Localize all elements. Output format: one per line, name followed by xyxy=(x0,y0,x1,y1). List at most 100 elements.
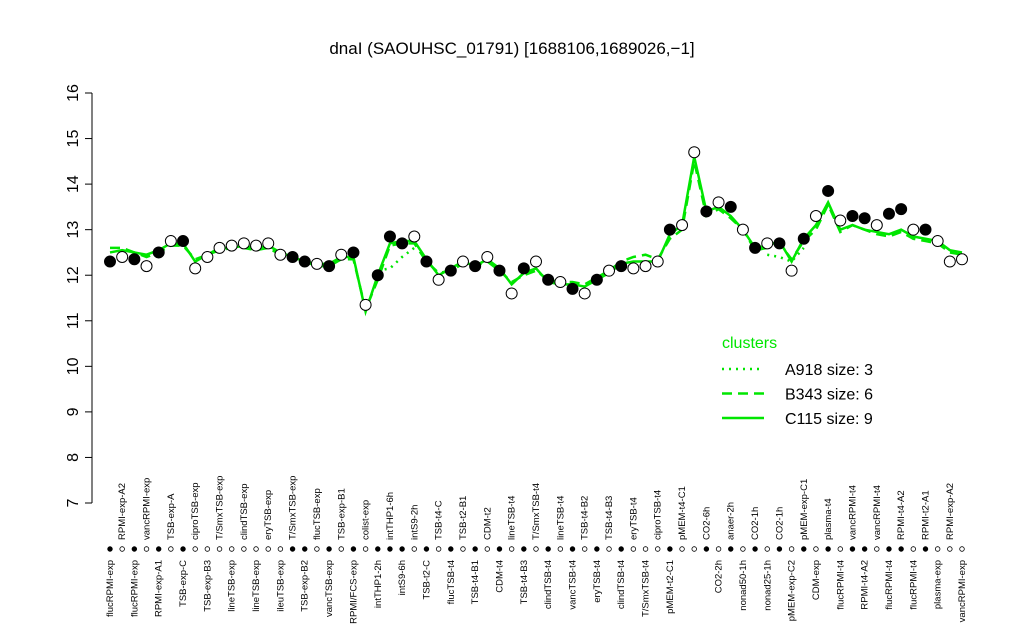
x-tick-label: vancRPMI-exp xyxy=(142,478,153,540)
rug-dot xyxy=(387,546,393,552)
x-tick-label: T/SmxTSB-t4 xyxy=(641,560,652,617)
rug-dot xyxy=(801,546,807,552)
x-tick-label: nonad50-1h xyxy=(738,560,749,611)
rug-dot xyxy=(874,546,880,552)
rug-dot xyxy=(204,546,211,552)
x-tick-label: ciproTSB-t4 xyxy=(653,490,664,540)
y-tick-label: 7 xyxy=(65,498,82,507)
x-tick-label: nonad25-1h xyxy=(762,560,773,611)
rug-dot xyxy=(825,546,831,552)
rug-dot xyxy=(508,546,515,552)
x-tick-label: flucRPMI-exp xyxy=(105,560,116,617)
data-point xyxy=(286,251,299,263)
cluster-line xyxy=(109,156,963,317)
x-tick-label: ileuTSB-exp xyxy=(275,560,286,612)
rug-dot xyxy=(557,546,564,552)
x-tick-label: TSB-t2-B1 xyxy=(458,496,469,540)
x-tick-label: vancTSB-exp xyxy=(324,560,335,617)
data-point xyxy=(359,298,372,311)
rug-dot xyxy=(533,546,539,552)
data-point xyxy=(578,287,591,300)
data-point xyxy=(663,223,676,236)
rug-dot xyxy=(460,546,466,552)
legend-title: clusters xyxy=(722,335,777,352)
y-tick-label: 12 xyxy=(65,266,82,284)
rug-dot xyxy=(594,546,600,552)
rug-dot xyxy=(618,546,624,552)
data-point xyxy=(846,210,859,222)
x-tick-label: clindTSB-t4 xyxy=(543,560,554,609)
x-tick-label: plasma-t4 xyxy=(823,498,834,540)
data-point xyxy=(956,253,968,266)
x-tick-label: eryTSB-exp xyxy=(263,490,274,540)
rug-dot xyxy=(581,546,588,552)
rug-dot xyxy=(411,546,417,552)
y-tick-label: 10 xyxy=(65,357,82,375)
x-tick-label: T/SmxTSB-exp xyxy=(288,476,299,540)
x-tick-label: flucRPMI-t4 xyxy=(884,560,895,610)
rug-dot xyxy=(143,546,150,552)
x-tick-label: intTHP1-2h xyxy=(373,560,384,608)
rug-dot xyxy=(910,546,917,552)
data-point xyxy=(225,239,238,252)
x-tick-label: pMEM-t2-C1 xyxy=(665,560,676,614)
data-point xyxy=(371,269,384,282)
x-tick-label: lineTSB-t4 xyxy=(555,496,566,540)
rug-dot xyxy=(302,546,308,552)
x-tick-label: T/SmxTSB-t4 xyxy=(531,483,542,540)
y-tick-label: 9 xyxy=(65,407,82,416)
rug-dot xyxy=(606,546,612,552)
data-point xyxy=(323,260,336,273)
x-tick-label: RPMI-t2-A1 xyxy=(920,490,931,540)
rug-dot xyxy=(837,546,843,552)
x-tick-label: vancTSB-t4 xyxy=(568,560,579,610)
rug-dot xyxy=(155,546,162,552)
data-point xyxy=(298,255,311,268)
rug-dot xyxy=(521,546,527,552)
rug-dot xyxy=(861,546,868,552)
x-tick-label: CDM-t2 xyxy=(482,507,493,540)
x-tick-label: TSB-t4-B1 xyxy=(470,560,481,604)
data-point xyxy=(420,255,433,268)
rug-dot xyxy=(728,546,734,552)
rug-dot xyxy=(715,546,722,552)
data-point xyxy=(456,255,469,268)
x-tick-label: flucRPMI-t4 xyxy=(835,560,846,610)
data-point xyxy=(736,223,749,236)
data-point xyxy=(700,205,713,218)
rug-dot xyxy=(545,546,551,552)
rug-dot xyxy=(107,546,113,552)
data-point xyxy=(347,246,360,259)
rug-dot xyxy=(655,546,661,552)
x-tick-label: anaer-2h xyxy=(726,502,737,540)
data-point xyxy=(274,248,287,261)
x-tick-label: lineTSB-exp xyxy=(251,560,262,612)
data-point xyxy=(590,273,603,286)
rug-dot xyxy=(764,546,770,552)
rug-dot xyxy=(740,546,746,552)
x-tick-label: T/SmxTSB-exp xyxy=(215,476,226,540)
x-tick-label: TSB-t4-B3 xyxy=(519,560,530,604)
data-point xyxy=(676,219,689,232)
data-point xyxy=(432,273,445,286)
x-tick-label: RPMI-exp-A1 xyxy=(154,560,165,617)
legend-label: B343 size: 6 xyxy=(785,387,873,404)
data-point xyxy=(116,251,129,263)
data-point xyxy=(627,262,640,275)
data-point xyxy=(639,260,652,273)
x-tick-label: ciproTSB-exp xyxy=(190,482,201,540)
rug-dot xyxy=(265,546,271,552)
rug-dot xyxy=(849,546,856,552)
data-point xyxy=(651,255,664,268)
data-point xyxy=(383,230,396,243)
data-point xyxy=(615,260,628,273)
rug-dot xyxy=(569,546,576,552)
cluster-line xyxy=(110,161,963,314)
data-point xyxy=(907,223,920,236)
x-tick-label: lineTSB-exp xyxy=(227,560,238,612)
data-point xyxy=(335,248,348,261)
data-point xyxy=(603,264,616,277)
rug-dot xyxy=(362,546,369,552)
x-tick-label: RPMI-t4-A2 xyxy=(860,560,871,610)
data-point xyxy=(237,237,250,250)
